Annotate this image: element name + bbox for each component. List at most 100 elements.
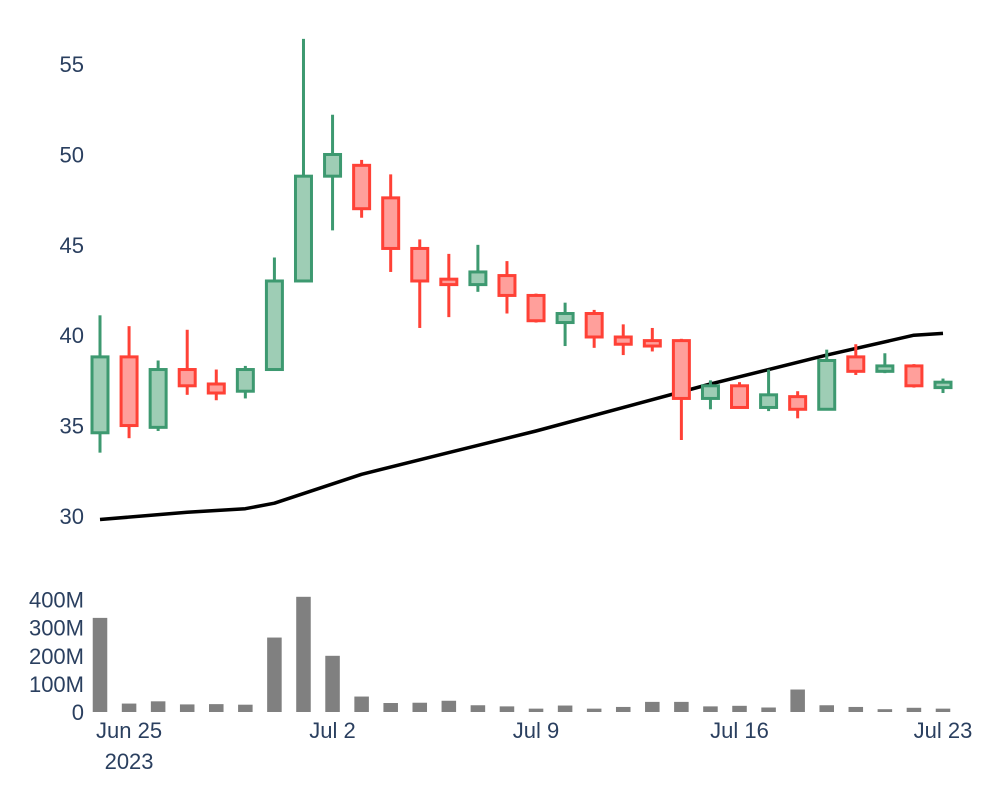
candle-body [293, 174, 313, 283]
candle-body [904, 364, 924, 388]
volume-bar [528, 708, 544, 712]
volume-bar [92, 617, 108, 712]
candle [352, 159, 372, 218]
candle-body [410, 246, 430, 283]
candle [759, 369, 779, 412]
year-label: 2023 [105, 749, 154, 774]
price-tick-label: 50 [60, 142, 84, 167]
price-tick-label: 30 [60, 504, 84, 529]
candle-body [119, 355, 139, 428]
date-tick-label: Jul 9 [513, 718, 559, 743]
volume-bar [383, 703, 398, 712]
candle [817, 349, 837, 411]
candle-body [788, 395, 808, 411]
volume-bar [877, 709, 893, 712]
volume-bar [586, 708, 602, 712]
candle-body [933, 380, 953, 390]
volume-series [92, 596, 951, 712]
candle-body [730, 384, 750, 409]
candle-body [148, 368, 168, 429]
price-tick-label: 35 [60, 414, 84, 439]
volume-bar [848, 706, 864, 712]
sma-line [99, 331, 944, 522]
candle [410, 239, 430, 328]
volume-tick-label: 0 [72, 700, 84, 725]
volume-bar [732, 705, 747, 712]
volume-bar [935, 708, 951, 712]
candle [700, 380, 720, 410]
candle [497, 261, 517, 314]
candle-body [497, 274, 517, 297]
candle [323, 114, 343, 231]
candle [148, 360, 168, 431]
volume-bar [150, 701, 166, 712]
volume-bar [761, 707, 776, 712]
candle [293, 38, 313, 283]
candle-body [759, 393, 779, 409]
date-tick-label: Jun 25 [96, 718, 162, 743]
candle-body [468, 270, 488, 287]
volume-bar [557, 705, 573, 712]
candle [439, 253, 459, 318]
candle [526, 293, 546, 323]
candle [468, 244, 488, 292]
candle [671, 338, 691, 440]
candle-body [235, 368, 255, 393]
candle-body [817, 358, 837, 411]
candle-body [323, 152, 343, 178]
price-axis: 30 35 40 45 50 55 [60, 52, 84, 529]
volume-bar [790, 689, 805, 712]
candle-body [206, 382, 226, 395]
candle-body [700, 384, 720, 400]
volume-tick-label: 300M [29, 616, 84, 641]
volume-bar [615, 706, 631, 712]
sma-layer [99, 331, 944, 522]
date-tick-label: Jul 23 [914, 718, 973, 743]
price-tick-label: 45 [60, 233, 84, 258]
candle [730, 382, 750, 409]
volume-bar [238, 704, 253, 712]
volume-tick-label: 200M [29, 644, 84, 669]
volume-bar [674, 701, 689, 712]
volume-bar [906, 707, 922, 712]
date-tick-label: Jul 16 [710, 718, 769, 743]
candle [846, 344, 866, 375]
candle [875, 353, 895, 374]
volume-tick-label: 100M [29, 672, 84, 697]
volume-bar [296, 596, 311, 712]
candle [584, 309, 604, 348]
candle [90, 315, 110, 453]
volume-bar [209, 704, 224, 712]
volume-tick-label: 400M [29, 588, 84, 613]
candle-body [90, 355, 110, 435]
price-tick-label: 40 [60, 323, 84, 348]
candle [555, 302, 575, 347]
volume-bar [267, 637, 282, 712]
candle [119, 326, 139, 439]
volume-bar [412, 702, 428, 712]
date-tick-label: Jul 2 [309, 718, 355, 743]
candle-body [846, 355, 866, 373]
candle [904, 364, 924, 388]
volume-bar [470, 705, 486, 712]
candle [381, 174, 401, 272]
candle-body [352, 163, 372, 211]
candle-body [177, 368, 197, 388]
candle-body [555, 312, 575, 325]
volume-bar [179, 704, 195, 712]
candle [613, 324, 633, 356]
volume-bar [325, 655, 340, 712]
volume-bar [703, 706, 718, 712]
candle-body [642, 339, 662, 348]
candle-body [526, 293, 546, 323]
candlestick-series [90, 38, 953, 453]
candle-body [671, 339, 691, 400]
candle-body [613, 335, 633, 346]
candle [642, 327, 662, 352]
volume-bar [354, 696, 369, 712]
volume-bar [441, 700, 457, 712]
candle-body [875, 364, 895, 373]
volume-axis: 0 100M 200M 300M 400M [29, 588, 84, 725]
